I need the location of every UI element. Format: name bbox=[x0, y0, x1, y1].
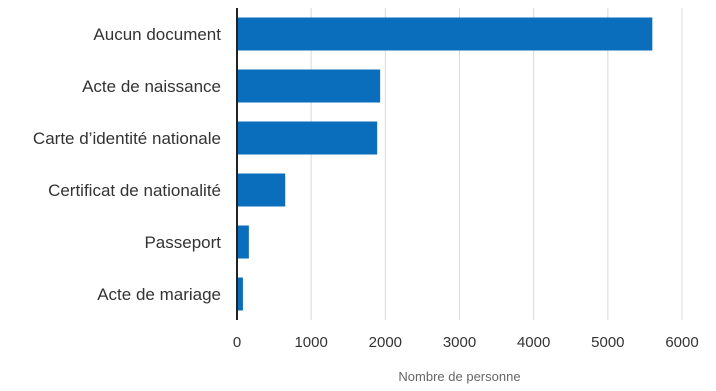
bar bbox=[237, 69, 381, 103]
x-tick-labels: 0 1000 2000 3000 4000 5000 6000 bbox=[233, 334, 699, 351]
category-label: Aucun document bbox=[93, 25, 221, 44]
x-tick-label: 4000 bbox=[517, 334, 550, 351]
bar bbox=[237, 277, 243, 311]
category-label: Acte de mariage bbox=[97, 285, 221, 304]
category-label: Certificat de nationalité bbox=[48, 181, 221, 200]
x-tick-label: 1000 bbox=[294, 334, 327, 351]
x-tick-label: 0 bbox=[233, 334, 241, 351]
bars bbox=[237, 17, 653, 311]
bar bbox=[237, 173, 286, 207]
x-axis-title: Nombre de personne bbox=[398, 369, 520, 384]
x-tick-label: 2000 bbox=[369, 334, 402, 351]
grid-lines bbox=[310, 8, 683, 320]
category-label: Passeport bbox=[144, 233, 221, 252]
bar bbox=[237, 17, 653, 51]
category-labels: Aucun document Acte de naissance Carte d’i… bbox=[33, 25, 221, 304]
bar bbox=[237, 121, 378, 155]
bar bbox=[237, 225, 249, 259]
x-tick-label: 6000 bbox=[665, 334, 698, 351]
x-tick-label: 5000 bbox=[591, 334, 624, 351]
category-label: Acte de naissance bbox=[82, 77, 221, 96]
x-tick-label: 3000 bbox=[443, 334, 476, 351]
category-label: Carte d’identité nationale bbox=[33, 129, 221, 148]
